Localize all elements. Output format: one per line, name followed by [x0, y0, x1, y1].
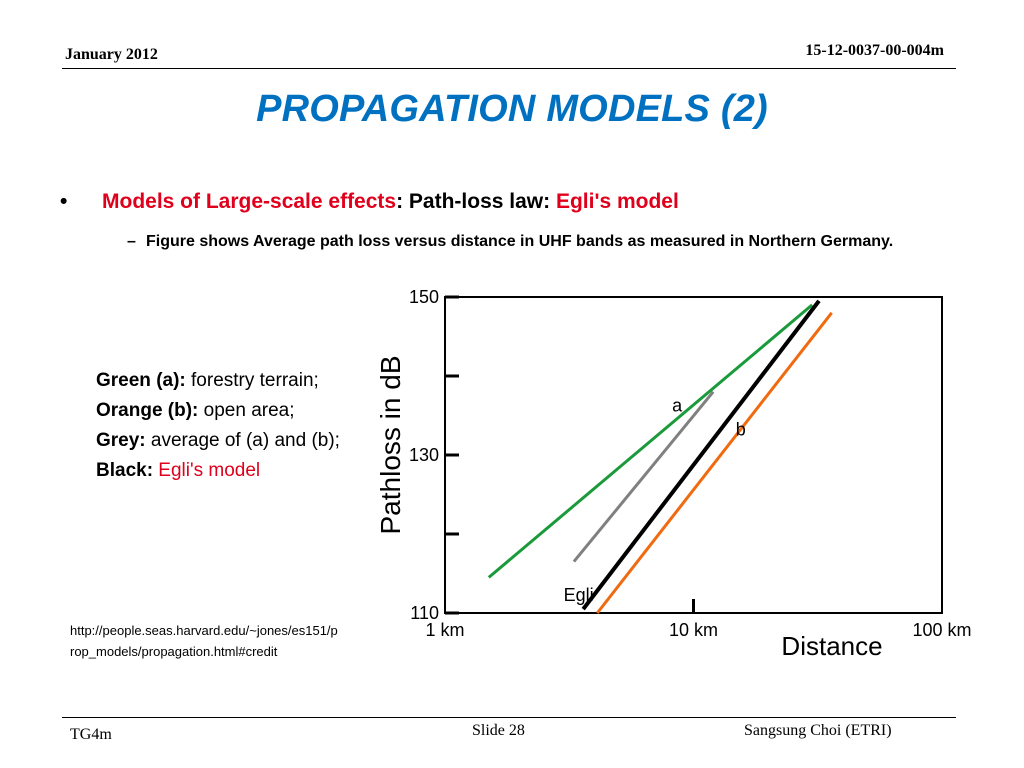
annotation-0: a — [672, 396, 683, 416]
annotation-2: Egli — [564, 585, 594, 605]
legend-grey-key: Grey: — [96, 430, 146, 451]
footer-divider — [62, 717, 956, 718]
plot-frame — [444, 296, 943, 614]
x-tick-label-0: 1 km — [425, 620, 464, 640]
color-legend: Green (a): forestry terrain; Orange (b):… — [96, 366, 346, 486]
header-date: January 2012 — [65, 46, 158, 63]
slide-title: PROPAGATION MODELS (2) — [256, 88, 768, 130]
series-line-2 — [581, 299, 821, 611]
x-tick-label-1: 10 km — [669, 620, 718, 640]
bullet-sub-text: Figure shows Average path loss versus di… — [146, 233, 894, 250]
series-line-0 — [487, 303, 814, 579]
legend-orange-value: open area; — [198, 400, 295, 421]
legend-black-key: Black: — [96, 460, 154, 481]
legend-grey-value: average of (a) and (b); — [145, 430, 340, 451]
legend-green-value: forestry terrain; — [185, 370, 319, 391]
y-tick-label-0: 110 — [410, 603, 439, 623]
bullet-dash: – — [127, 233, 136, 250]
header-divider — [62, 68, 956, 69]
bullet-part-topic: Models of Large-scale effects — [102, 190, 397, 213]
y-tick-label-2: 150 — [409, 287, 439, 307]
footer-author: Sangsung Choi (ETRI) — [744, 722, 892, 739]
footer-group: TG4m — [70, 726, 112, 743]
series-line-3 — [596, 311, 833, 614]
bullet-separator: : — [396, 190, 409, 213]
y-axis-label: Pathloss in dB — [375, 356, 406, 535]
legend-green-key: Green (a): — [96, 370, 186, 391]
series-line-1 — [572, 390, 715, 563]
annotation-1: b — [736, 419, 746, 439]
bullet-main-text: Models of Large-scale effects: Path-loss… — [102, 190, 679, 214]
bullet-part-model: Egli's model — [555, 190, 679, 213]
header-doc-id: 15-12-0037-00-004m — [805, 42, 944, 59]
pathloss-chart: 110 130 150 1 km 10 km 100 km a b Egli Distance Pa… — [375, 287, 972, 661]
x-tick-label-2: 100 km — [912, 620, 971, 640]
legend-orange-key: Orange (b): — [96, 400, 199, 421]
bullet-dot: • — [60, 190, 68, 213]
bullet-part-law: Path-loss law: — [408, 190, 556, 213]
x-axis-label: Distance — [781, 631, 882, 661]
y-tick-label-1: 130 — [409, 445, 439, 465]
legend-black-value: Egli's model — [153, 460, 261, 481]
source-link[interactable]: http://people.seas.harvard.edu/~jones/es… — [70, 623, 338, 659]
footer-slide-number: Slide 28 — [472, 722, 525, 739]
